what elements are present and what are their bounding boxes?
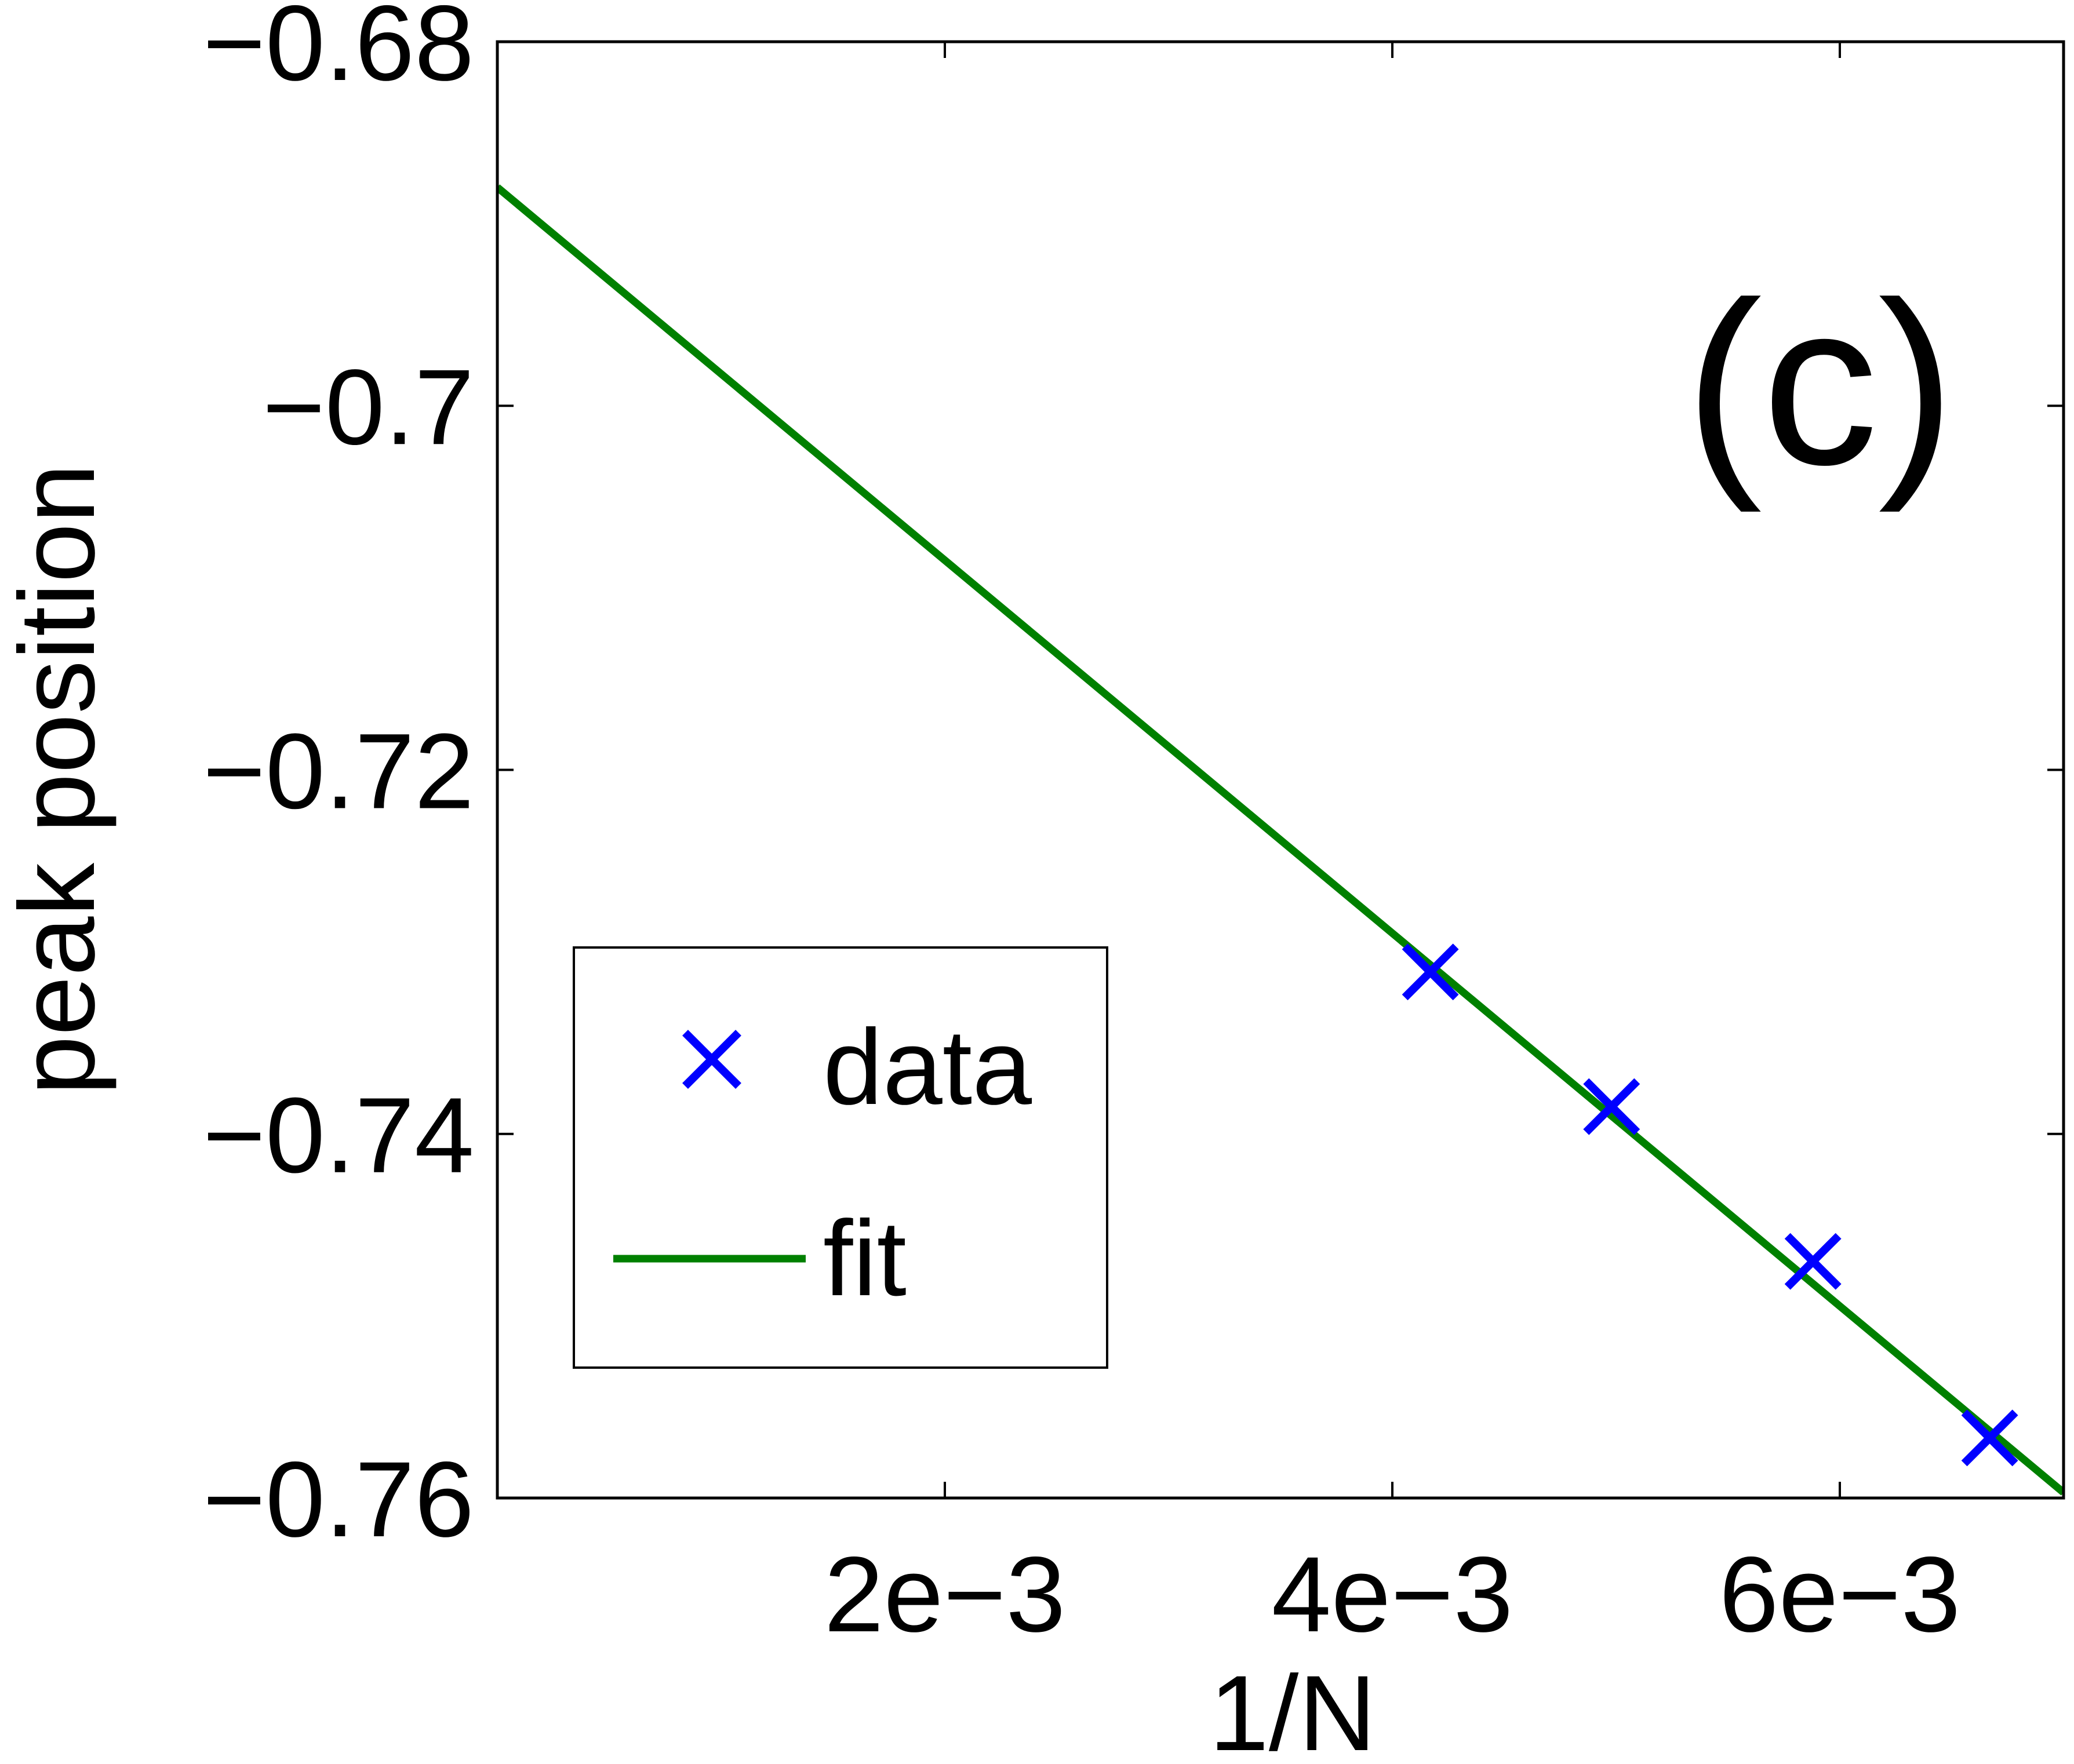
x-tick-label: 6e−3 [1719, 1535, 1961, 1654]
y-tick-label: −0.76 [203, 1440, 474, 1559]
data-point-stroke [1402, 943, 1459, 1001]
y-tick-label: −0.7 [263, 348, 474, 467]
y-tick-label: −0.68 [203, 0, 474, 103]
data-point [1402, 943, 1459, 1001]
data-point [1583, 1078, 1640, 1135]
data-point [1784, 1233, 1842, 1290]
x-axis-label: 1/N [1209, 1654, 1376, 1764]
legend-box [573, 946, 1108, 1369]
plot-area [497, 184, 2064, 1496]
data-point [1961, 1409, 2018, 1467]
y-tick-label: −0.72 [203, 712, 474, 832]
y-axis-label: peak position [0, 464, 117, 1095]
legend-label-fit: fit [823, 1199, 907, 1318]
panel-label: (c) [1685, 254, 1955, 515]
legend: data fit [573, 946, 1108, 1369]
data-point-stroke [1784, 1233, 1842, 1290]
x-tick-label: 2e−3 [824, 1535, 1066, 1654]
legend-marker-stroke [682, 1030, 741, 1089]
plot-content [497, 184, 2064, 1496]
axes: 2e−3 4e−3 6e−3 −0.76 −0.74 −0.72 −0.7 −0.68 [203, 0, 2065, 1654]
data-point-stroke [1583, 1078, 1640, 1135]
data-point-stroke [1961, 1409, 2018, 1467]
legend-item-fit: fit [613, 1199, 907, 1318]
legend-item-data: data [682, 1008, 1032, 1127]
x-tick-label: 4e−3 [1272, 1535, 1513, 1654]
legend-label-data: data [823, 1008, 1032, 1127]
y-tick-label: −0.74 [203, 1076, 474, 1196]
